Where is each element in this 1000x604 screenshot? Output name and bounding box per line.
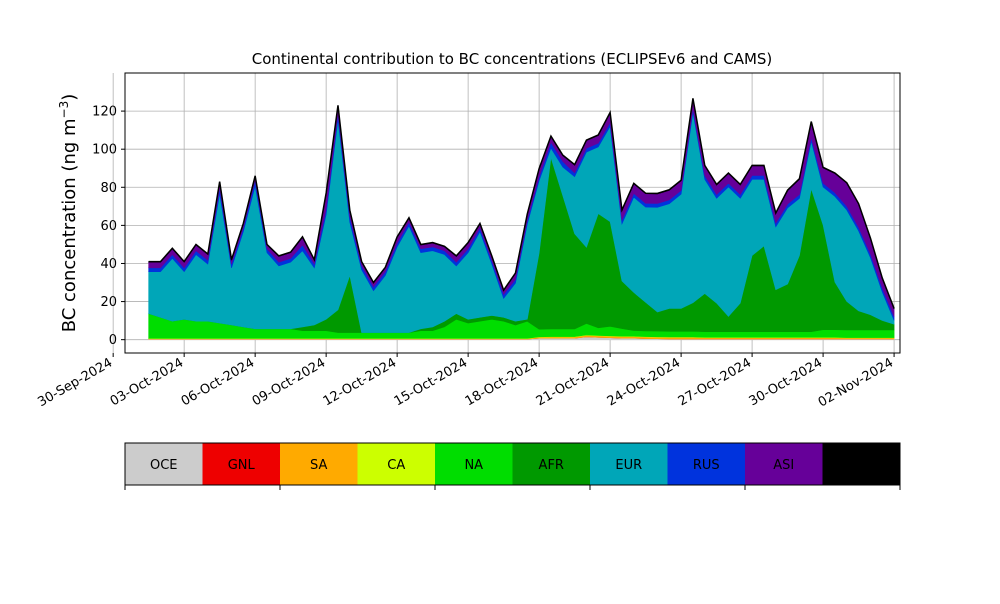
x-tick-label: 30-Oct-2024 — [747, 355, 825, 409]
legend-label-gnl: GNL — [228, 458, 256, 473]
y-tick-label: 40 — [100, 257, 117, 272]
x-tick-label: 09-Oct-2024 — [250, 355, 328, 409]
svg-text:BC concentration (ng m−3): BC concentration (ng m−3) — [57, 94, 80, 333]
y-tick-label: 60 — [100, 219, 117, 234]
x-tick-label: 30-Sep-2024 — [35, 355, 115, 410]
legend-label-asi: ASI — [773, 458, 794, 473]
chart-title: Continental contribution to BC concentra… — [252, 50, 773, 68]
x-tick-label: 03-Oct-2024 — [108, 355, 186, 409]
legend-label-rus: RUS — [693, 458, 720, 473]
legend: OCE GNL SA CA NA AFR EUR RUS ASI AUS — [124, 442, 901, 490]
x-tick-label: 15-Oct-2024 — [392, 355, 470, 409]
y-tick-label: 0 — [109, 333, 117, 348]
y-axis-label-sup: −3 — [57, 101, 71, 119]
y-tick-label: 120 — [92, 105, 117, 120]
legend-swatch-afr — [512, 443, 590, 485]
legend-label-afr: AFR — [539, 458, 564, 473]
legend-label-eur: EUR — [615, 458, 642, 473]
legend-swatch-eur — [590, 443, 668, 485]
y-tick-label: 100 — [92, 143, 117, 158]
x-tick-label: 27-Oct-2024 — [676, 355, 754, 409]
legend-swatch-ca — [357, 443, 435, 485]
x-tick-label: 06-Oct-2024 — [179, 355, 257, 409]
legend-swatch-rus — [667, 443, 745, 485]
x-tick-label: 24-Oct-2024 — [605, 355, 683, 409]
x-tick-label: 02-Nov-2024 — [816, 355, 896, 410]
x-tick-label: 18-Oct-2024 — [463, 355, 541, 409]
legend-swatch-aus — [822, 443, 900, 485]
plot-area: 0 20 40 60 80 100 120 30-Sep-202403-Oct-202406-… — [35, 72, 901, 410]
legend-swatch-oce — [125, 443, 203, 485]
y-axis-label: BC concentration (ng m−3) — [57, 94, 80, 333]
y-axis-label-close: ) — [59, 94, 80, 101]
total-line — [148, 98, 895, 309]
y-tick-label: 80 — [100, 181, 117, 196]
legend-label-oce: OCE — [150, 458, 178, 473]
legend-label-na: NA — [464, 458, 483, 473]
x-tick-label: 21-Oct-2024 — [534, 355, 612, 409]
legend-swatch-sa — [280, 443, 358, 485]
y-tick-label: 20 — [100, 295, 117, 310]
x-tick-label: 12-Oct-2024 — [321, 355, 399, 409]
legend-swatch-gnl — [202, 443, 280, 485]
legend-frame — [124, 442, 901, 486]
legend-label-sa: SA — [310, 458, 327, 473]
y-axis-label-text: BC concentration (ng m — [59, 118, 80, 332]
plot-frame — [124, 72, 901, 354]
legend-label-aus: AUS — [848, 458, 875, 473]
legend-swatch-asi — [745, 443, 823, 485]
legend-swatch-na — [435, 443, 513, 485]
legend-label-ca: CA — [387, 458, 405, 473]
